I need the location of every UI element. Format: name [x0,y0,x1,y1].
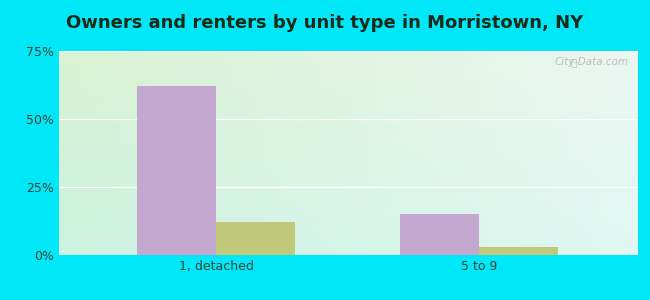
Bar [216,222,295,255]
Bar [137,86,216,255]
Text: City-Data.com: City-Data.com [554,57,629,67]
Bar [479,247,558,255]
Bar [400,214,479,255]
Text: Owners and renters by unit type in Morristown, NY: Owners and renters by unit type in Morri… [66,14,584,32]
Text: ⓘ: ⓘ [570,57,577,67]
